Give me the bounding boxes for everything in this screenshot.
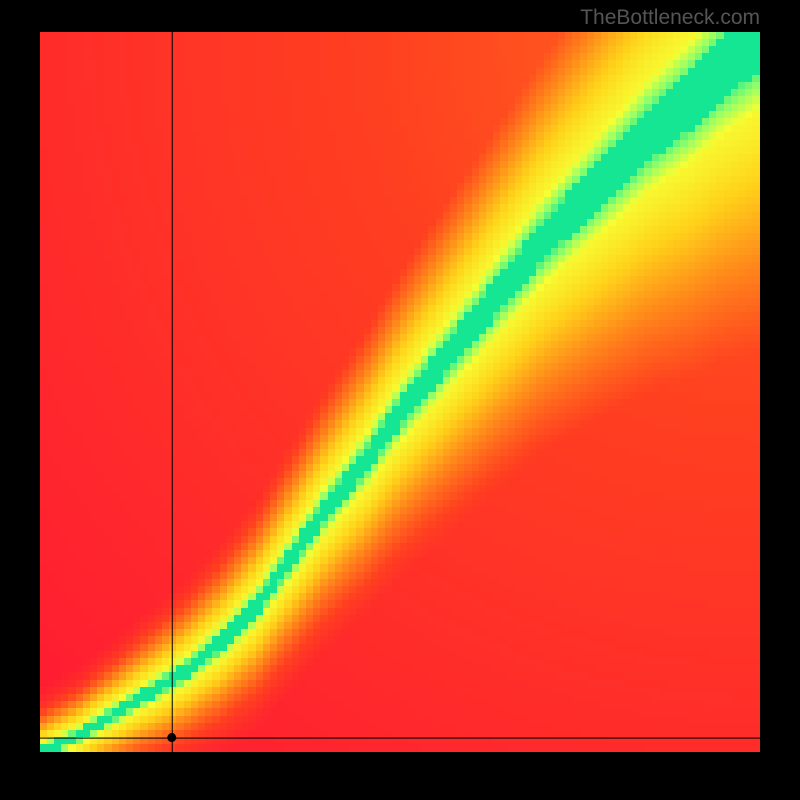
heatmap-canvas [40,32,760,752]
plot-area [40,32,760,752]
watermark-text: TheBottleneck.com [580,6,760,30]
chart-container: TheBottleneck.com [0,0,800,800]
